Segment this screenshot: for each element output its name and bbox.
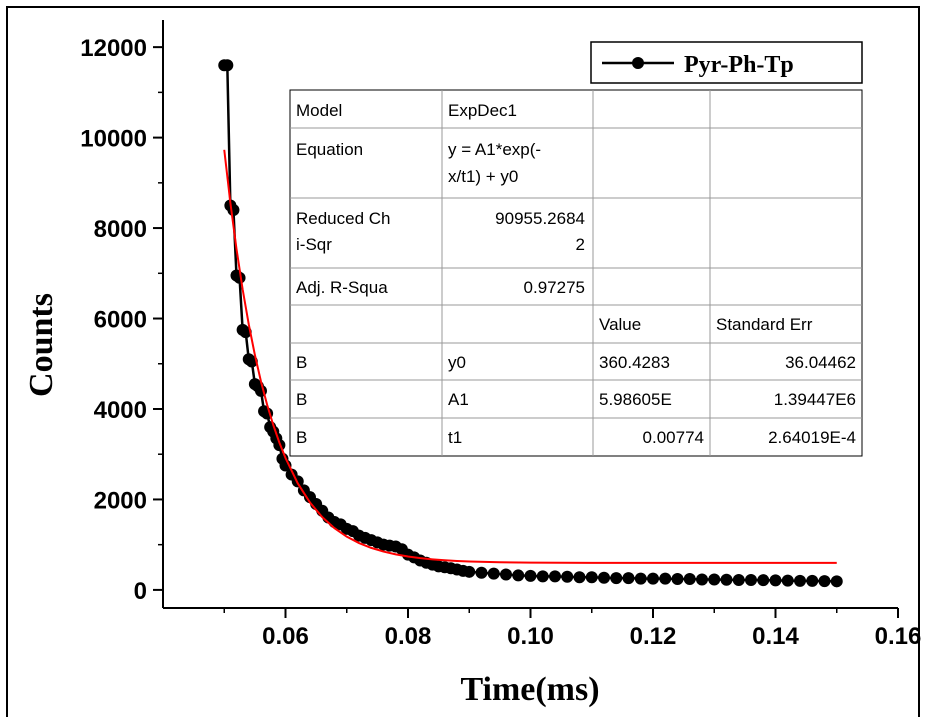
adjr-value: 0.97275 xyxy=(524,278,585,297)
x-tick-label: 0.12 xyxy=(630,623,677,650)
param-name: y0 xyxy=(448,353,466,372)
data-point xyxy=(794,574,806,587)
data-point xyxy=(512,569,525,582)
series-fit-curve xyxy=(223,149,837,564)
data-point xyxy=(463,565,476,578)
x-tick-label: 0.08 xyxy=(385,623,432,650)
y-tick-label: 0 xyxy=(134,578,147,605)
param-group: B xyxy=(296,428,307,447)
data-point xyxy=(696,573,708,586)
chisq-label-line1: Reduced Ch xyxy=(296,209,391,228)
param-stderr: 1.39447E6 xyxy=(774,390,856,409)
chisq-label-line2: i-Sqr xyxy=(296,235,332,254)
equation-value-line2: x/t1) + y0 xyxy=(448,167,518,186)
param-value: 5.98605E xyxy=(599,390,672,409)
data-point xyxy=(634,572,647,585)
y-tick-label: 10000 xyxy=(80,126,147,153)
param-value: 360.4283 xyxy=(599,353,670,372)
param-stderr: 36.04462 xyxy=(785,353,856,372)
data-point xyxy=(233,271,246,284)
model-value: ExpDec1 xyxy=(448,101,517,120)
data-point xyxy=(500,568,512,581)
data-point xyxy=(830,575,843,588)
x-ticks: 0.06 0.08 0.10 0.12 0.14 0.16 xyxy=(223,608,922,650)
data-point xyxy=(806,574,819,587)
data-point xyxy=(610,572,623,585)
data-point xyxy=(475,566,488,579)
fit-results-table: Model ExpDec1 Equation y = A1*exp(- x/t1… xyxy=(289,89,863,457)
data-point xyxy=(227,203,240,216)
param-group: B xyxy=(296,390,307,409)
chisq-value-line1: 90955.2684 xyxy=(495,209,585,228)
adjr-label: Adj. R-Squa xyxy=(296,278,388,297)
data-point xyxy=(732,573,745,586)
param-name: t1 xyxy=(448,428,462,447)
data-point xyxy=(585,571,598,584)
y-tick-label: 4000 xyxy=(94,397,147,424)
data-point xyxy=(659,572,672,585)
x-tick-label: 0.06 xyxy=(262,623,309,650)
data-point xyxy=(598,571,610,584)
chisq-value-line2: 2 xyxy=(576,235,585,254)
y-tick-label: 8000 xyxy=(94,216,147,243)
x-tick-label: 0.14 xyxy=(752,623,799,650)
y-tick-label: 12000 xyxy=(80,35,147,62)
fit-curve-line xyxy=(223,149,837,564)
chart-frame xyxy=(6,6,920,717)
data-point xyxy=(757,574,770,587)
data-point xyxy=(769,574,782,587)
data-point xyxy=(549,570,561,583)
param-stderr: 2.64019E-4 xyxy=(768,428,856,447)
param-group: B xyxy=(296,353,307,372)
data-point xyxy=(622,572,635,585)
y-axis-title: Counts xyxy=(23,293,60,397)
legend-marker xyxy=(632,57,644,69)
y-tick-label: 6000 xyxy=(94,307,147,334)
data-point xyxy=(536,570,549,583)
y-ticks: 0 2000 4000 6000 8000 10000 12000 xyxy=(80,35,163,605)
col-stderr-header: Standard Err xyxy=(716,315,813,334)
data-point xyxy=(524,569,537,582)
data-point xyxy=(671,573,684,586)
series-pyr-ph-tp xyxy=(218,59,843,588)
data-point xyxy=(647,572,659,585)
data-point xyxy=(720,573,733,586)
y-tick-label: 2000 xyxy=(94,487,147,514)
param-value: 0.00774 xyxy=(643,428,704,447)
data-point xyxy=(239,326,252,339)
data-point xyxy=(781,574,794,587)
data-point xyxy=(683,573,696,586)
data-point xyxy=(487,567,500,580)
x-tick-label: 0.10 xyxy=(507,623,554,650)
equation-label: Equation xyxy=(296,140,363,159)
model-label: Model xyxy=(296,101,342,120)
data-point xyxy=(573,571,586,584)
table-border xyxy=(289,89,863,457)
legend: Pyr-Ph-Tp xyxy=(590,41,863,84)
data-point xyxy=(745,573,757,586)
col-value-header: Value xyxy=(599,315,641,334)
x-axis-title: Time(ms) xyxy=(460,671,599,708)
data-point xyxy=(818,575,831,588)
equation-value-line1: y = A1*exp(- xyxy=(448,140,541,159)
legend-label: Pyr-Ph-Tp xyxy=(684,52,794,78)
data-point xyxy=(221,59,234,72)
data-point xyxy=(561,570,574,583)
x-tick-label: 0.16 xyxy=(875,623,922,650)
param-name: A1 xyxy=(448,390,469,409)
data-point xyxy=(708,573,721,586)
